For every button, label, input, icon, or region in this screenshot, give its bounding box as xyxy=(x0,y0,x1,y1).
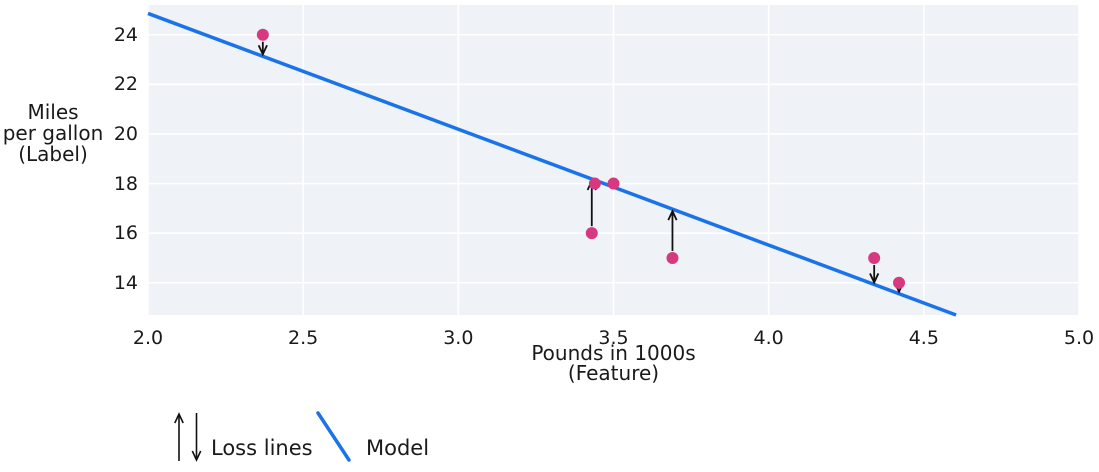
x-axis-label: Pounds in 1000s (Feature) xyxy=(531,341,696,385)
model-legend-icon xyxy=(316,411,351,462)
data-point xyxy=(893,276,906,289)
loss-arrow-head xyxy=(869,273,880,285)
data-point xyxy=(666,251,679,264)
data-point xyxy=(607,177,620,190)
loss-lines-legend-label: Loss lines xyxy=(211,436,313,460)
loss-arrow-head xyxy=(667,209,678,221)
model-legend-label: Model xyxy=(366,436,430,460)
y-axis-label: Miles per gallon (Label) xyxy=(2,100,104,166)
data-point xyxy=(256,28,269,41)
model-line xyxy=(147,11,957,317)
data-point xyxy=(868,251,881,264)
loss-arrow-head xyxy=(257,44,268,57)
data-point xyxy=(585,227,598,240)
data-point xyxy=(588,177,601,190)
loss-lines-legend-icon xyxy=(174,412,202,462)
